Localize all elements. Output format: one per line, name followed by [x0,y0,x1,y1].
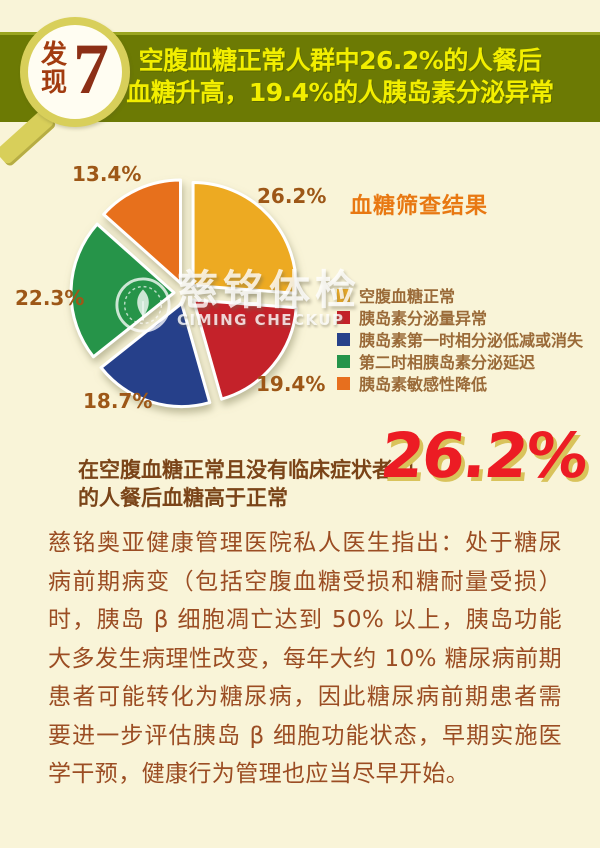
pie-slice [99,301,212,408]
pie-percentage-label: 13.4% [72,162,142,186]
legend-item: 第二时相胰岛素分泌延迟 [337,350,583,372]
legend-item-label: 空腹血糖正常 [359,287,456,306]
legend-swatch-icon [337,332,350,346]
pie-percentage-label: 19.4% [256,372,326,396]
legend-swatch-icon [337,354,350,368]
headline: 空腹血糖正常人群中26.2%的人餐后 血糖升高，19.4%的人胰岛素分泌异常 [105,45,575,109]
pie-percentage-label: 26.2% [257,184,327,208]
legend-item: 胰岛素敏感性降低 [337,372,583,394]
stat-caption-line1: 在空腹血糖正常且没有临床症状者中 [78,458,414,482]
stat-caption: 在空腹血糖正常且没有临床症状者中 的人餐后血糖高于正常 [78,456,414,512]
badge-label: 发现 [41,40,68,98]
headline-line1: 空腹血糖正常人群中26.2%的人餐后 [138,46,542,75]
legend-item: 胰岛素第一时相分泌低减或消失 [337,328,583,350]
chart-legend: 空腹血糖正常 胰岛素分泌量异常 胰岛素第一时相分泌低减或消失 第二时相胰岛素分泌… [337,284,583,394]
legend-swatch-icon [337,288,350,302]
magnifier-circle-icon: 发现 7 [20,17,130,127]
body-paragraph: 慈铭奥亚健康管理医院私人医生指出：处于糖尿病前期病变（包括空腹血糖受损和糖耐量受… [48,530,562,787]
legend-item-label: 第二时相胰岛素分泌延迟 [359,353,536,372]
pie-slice [192,298,298,401]
stat-big-value: 26.2% [377,419,590,492]
legend-item-label: 胰岛素敏感性降低 [359,375,488,394]
headline-line2: 血糖升高，19.4%的人胰岛素分泌异常 [126,78,554,107]
legend-item-label: 胰岛素第一时相分泌低减或消失 [359,331,584,350]
pie-percentage-label: 18.7% [83,389,153,413]
legend-item: 空腹血糖正常 [337,284,583,306]
stat-caption-line2: 的人餐后血糖高于正常 [78,486,288,510]
legend-item-label: 胰岛素分泌量异常 [359,309,488,328]
badge-number: 7 [73,29,109,109]
pie-percentage-label: 22.3% [15,286,85,310]
chart-title: 血糖筛查结果 [350,194,489,219]
legend-item: 胰岛素分泌量异常 [337,306,583,328]
pie-slice [191,181,298,295]
legend-swatch-icon [337,376,350,390]
pie-slice [102,178,183,285]
legend-swatch-icon [337,310,350,324]
